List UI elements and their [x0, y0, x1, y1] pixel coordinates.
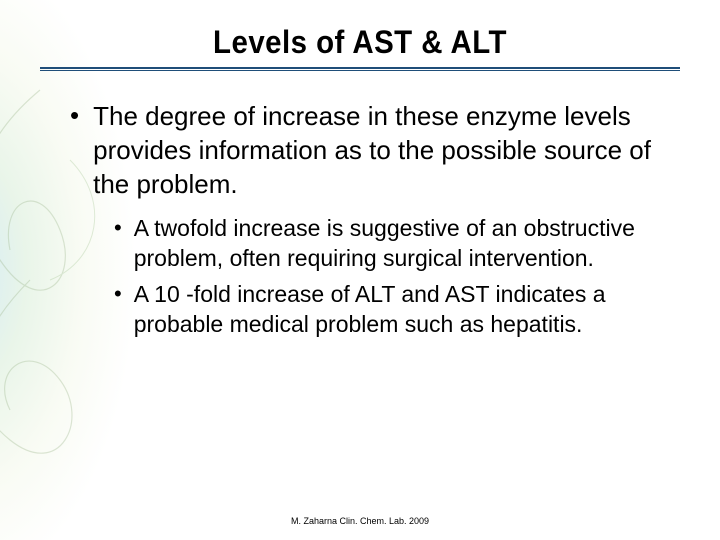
content-area: • The degree of increase in these enzyme… [40, 99, 680, 339]
bullet-text: The degree of increase in these enzyme l… [93, 99, 670, 201]
bullet-dot-icon: • [114, 279, 122, 309]
title-underline [40, 67, 680, 71]
slide-title: Levels of AST & ALT [66, 24, 655, 61]
bullet-text: A twofold increase is suggestive of an o… [134, 213, 670, 273]
bullet-level2: • A twofold increase is suggestive of an… [114, 213, 670, 273]
bullet-dot-icon: • [70, 99, 79, 131]
slide-container: Levels of AST & ALT • The degree of incr… [0, 0, 720, 540]
footer-text: M. Zaharna Clin. Chem. Lab. 2009 [0, 516, 720, 526]
bullet-level2: • A 10 -fold increase of ALT and AST ind… [114, 279, 670, 339]
sub-bullet-list: • A twofold increase is suggestive of an… [70, 213, 670, 339]
bullet-text: A 10 -fold increase of ALT and AST indic… [134, 279, 670, 339]
bullet-dot-icon: • [114, 213, 122, 243]
bullet-level1: • The degree of increase in these enzyme… [70, 99, 670, 201]
